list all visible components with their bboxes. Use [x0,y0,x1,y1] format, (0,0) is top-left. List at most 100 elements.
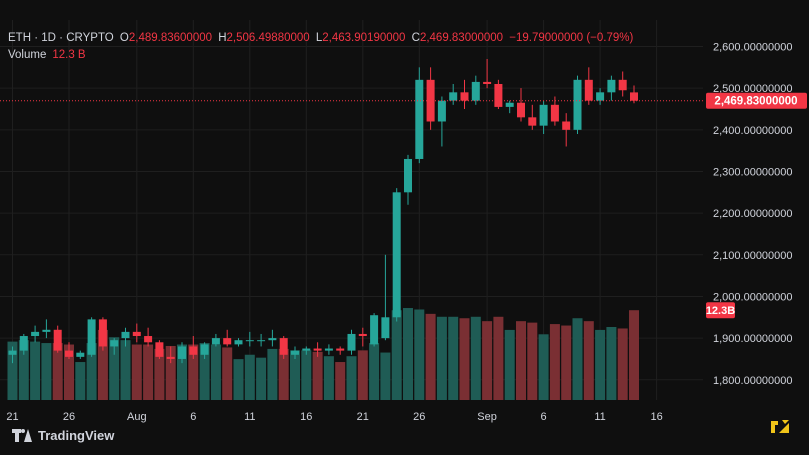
tradingview-logo-text: TradingView [38,428,115,443]
volume-bar [504,329,515,400]
volume-bar [335,362,346,400]
candle-body [528,117,537,126]
candle-body [257,340,266,342]
volume-bar [583,321,594,400]
candle-body [539,104,548,126]
price-axis[interactable]: 1,800.00000000 1,900.00000000 2,000.000000… [713,42,793,387]
volume-bar [64,344,74,400]
candle-body [336,348,345,351]
candle-body [415,79,424,159]
symbol-legend[interactable]: ETH · 1D · CRYPTO O2,489.83600000 H2,506… [8,32,633,44]
volume-bar [549,324,560,400]
candle-body [234,340,243,345]
legend-interval: 1D [41,32,56,44]
time-tick-label: 21 [357,411,369,423]
candle-body [110,340,119,347]
time-tick-label: 6 [190,411,196,423]
time-tick-label: 11 [244,411,255,423]
volume-bar [493,316,504,400]
tradingview-logo[interactable]: TradingView [12,428,114,443]
volume-bar [41,343,52,400]
candle-body [268,338,277,341]
volume-bar [414,309,425,400]
candle-body [279,338,288,355]
candle-body [437,100,446,122]
time-tick-label: Aug [127,411,147,423]
volume-bar [18,340,29,400]
volume-bar [369,343,380,400]
volume-bar [222,347,233,400]
candle-body [121,331,130,339]
volume-bar [617,328,628,400]
volume-bar [188,344,199,400]
legend-close-label: C [411,32,420,44]
volume-bar [301,350,312,400]
volume-tag [706,302,735,319]
candle-body [449,92,458,101]
legend-open-label: O [119,32,129,44]
volume-bar [403,308,413,400]
axis-tags: 2,469.83000000 12.3B [706,92,807,319]
candles [8,58,638,364]
candle-body [42,329,51,332]
volume-bar [425,313,436,400]
volume-legend[interactable]: Volume 12.3 B [8,49,86,61]
volume-bar [629,310,639,400]
volume-bar [595,329,606,400]
candle-body [573,79,582,130]
candle-body [347,333,356,351]
candle-body [245,340,254,342]
price-tick-label: 1,800.00000000 [713,375,793,387]
candle-body [550,104,559,122]
volume-bars [7,308,639,400]
candle-body [324,348,333,351]
time-axis[interactable]: 21 26 Aug 6 11 16 21 26 Sep 6 11 16 [6,411,662,423]
volume-bar [323,356,334,400]
legend-market: CRYPTO [66,32,114,44]
volume-bar [256,357,267,400]
candle-body [392,192,401,318]
price-tick-label: 2,100.00000000 [713,250,793,262]
candle-body [291,350,299,355]
volume-bar [97,329,108,400]
scroll-to-realtime-icon[interactable] [769,417,791,437]
volume-bar [346,356,357,400]
volume-bar [267,348,278,400]
candle-body [426,79,435,122]
candle-body [517,102,525,118]
price-tick-label: 2,400.00000000 [713,125,793,137]
candle-body [87,319,96,355]
candle-body [584,79,593,101]
legend-low-label: L [315,32,323,44]
candle-body [505,102,514,107]
candle-body [155,342,164,357]
candle-body [53,329,62,351]
price-tick-label: 2,600.00000000 [713,42,793,54]
candle-body [8,350,17,355]
candle-body [471,81,480,101]
legend-high-value: 2,506.49880000 [226,32,310,44]
time-tick-label: 26 [413,411,425,423]
candle-body [98,319,107,347]
volume-legend-label: Volume [8,49,47,61]
volume-bar [527,322,538,400]
volume-bar [436,316,447,400]
volume-bar [561,325,572,400]
volume-bar [199,343,210,400]
candle-body [618,79,627,91]
candle-body [370,315,379,345]
volume-bar [75,362,86,400]
volume-bar [516,321,526,400]
legend-low-value: 2,463.90190000 [322,32,406,44]
candle-body [404,158,412,193]
volume-bar [538,334,549,400]
volume-bar [109,337,120,400]
volume-tag-text: 12.3B [706,305,735,317]
legend-sep: · [59,32,63,44]
volume-bar [448,316,459,400]
volume-legend-value: 12.3 B [52,49,86,61]
volume-bar [86,343,97,400]
volume-bar [482,321,493,400]
candle-body [19,336,28,351]
